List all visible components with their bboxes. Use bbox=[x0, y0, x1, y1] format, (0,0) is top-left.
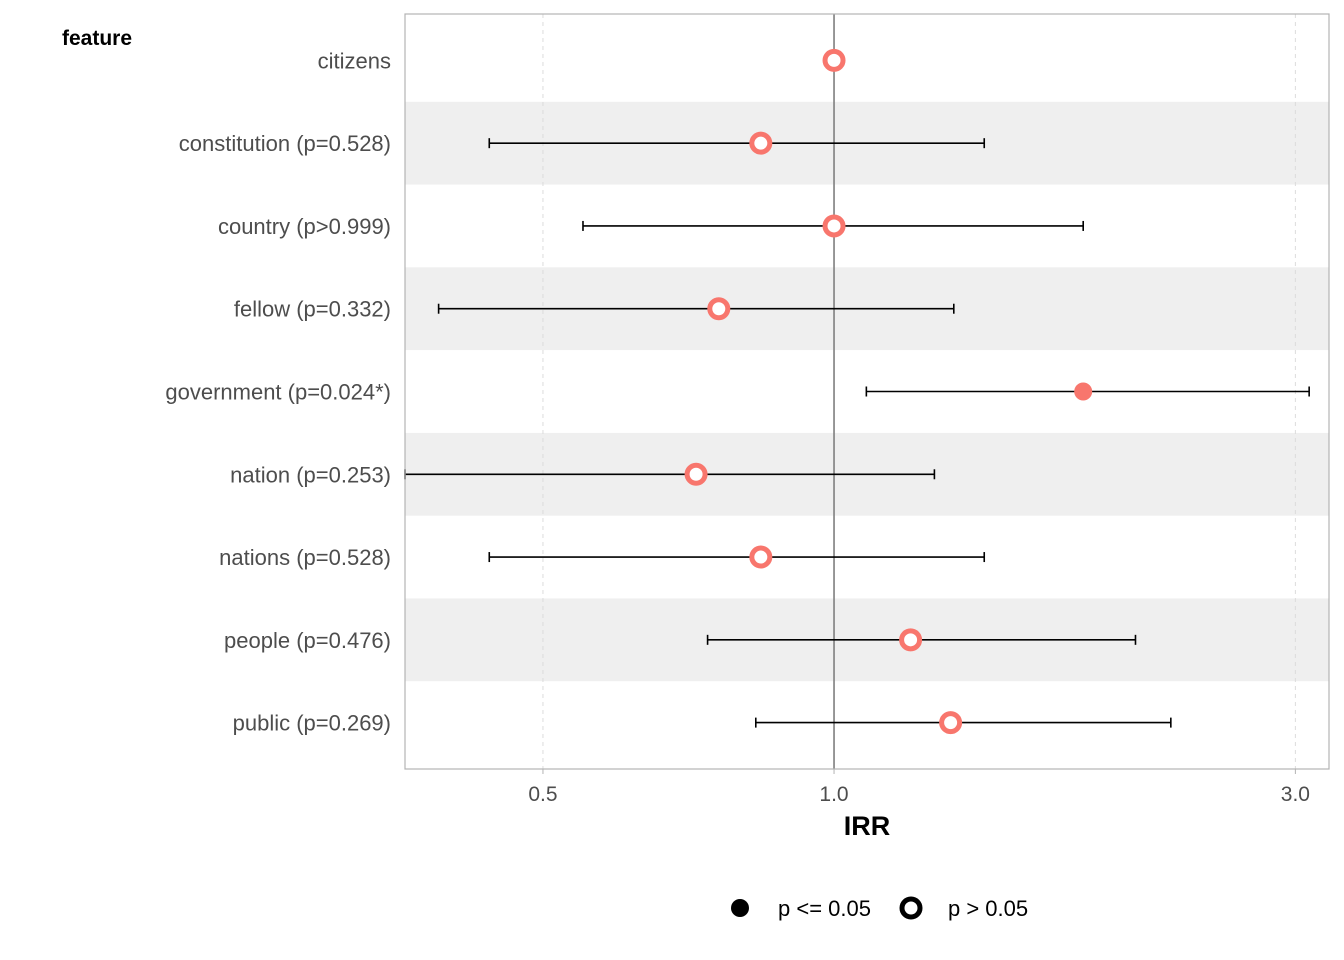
point-significant bbox=[1074, 382, 1093, 401]
legend-label-nonsignificant: p > 0.05 bbox=[948, 896, 1028, 921]
row-label: nation (p=0.253) bbox=[230, 462, 391, 487]
point-nonsignificant bbox=[684, 462, 708, 486]
x-tick-label: 0.5 bbox=[528, 783, 557, 806]
point-nonsignificant bbox=[822, 48, 846, 72]
x-ticks: 0.5 1.0 3.0 bbox=[528, 769, 1310, 806]
row-labels: citizens constitution (p=0.528) country (p… bbox=[165, 48, 391, 735]
legend-marker-hollow bbox=[899, 896, 923, 920]
point-nonsignificant bbox=[899, 628, 923, 652]
x-tick-label: 1.0 bbox=[819, 783, 848, 806]
legend-label-significant: p <= 0.05 bbox=[778, 896, 871, 921]
point-nonsignificant bbox=[822, 214, 846, 238]
legend: p <= 0.05 p > 0.05 bbox=[731, 896, 1028, 921]
row-label: public (p=0.269) bbox=[233, 711, 391, 736]
row-label: nations (p=0.528) bbox=[219, 545, 391, 570]
row-header: feature bbox=[62, 27, 132, 50]
point-nonsignificant bbox=[707, 297, 731, 321]
point-nonsignificant bbox=[939, 711, 963, 735]
row-label: country (p>0.999) bbox=[218, 214, 391, 239]
x-tick-label: 3.0 bbox=[1281, 783, 1310, 806]
row-label: citizens bbox=[318, 48, 391, 73]
point-nonsignificant bbox=[749, 545, 773, 569]
row-label: constitution (p=0.528) bbox=[179, 131, 391, 156]
data-points bbox=[684, 48, 1093, 735]
x-axis-title: IRR bbox=[844, 811, 891, 841]
panel-border bbox=[404, 13, 1330, 770]
legend-marker-filled bbox=[731, 899, 749, 917]
row-label: people (p=0.476) bbox=[224, 628, 391, 653]
point-nonsignificant bbox=[749, 131, 773, 155]
row-label: government (p=0.024*) bbox=[165, 380, 391, 405]
row-label: fellow (p=0.332) bbox=[234, 297, 391, 322]
